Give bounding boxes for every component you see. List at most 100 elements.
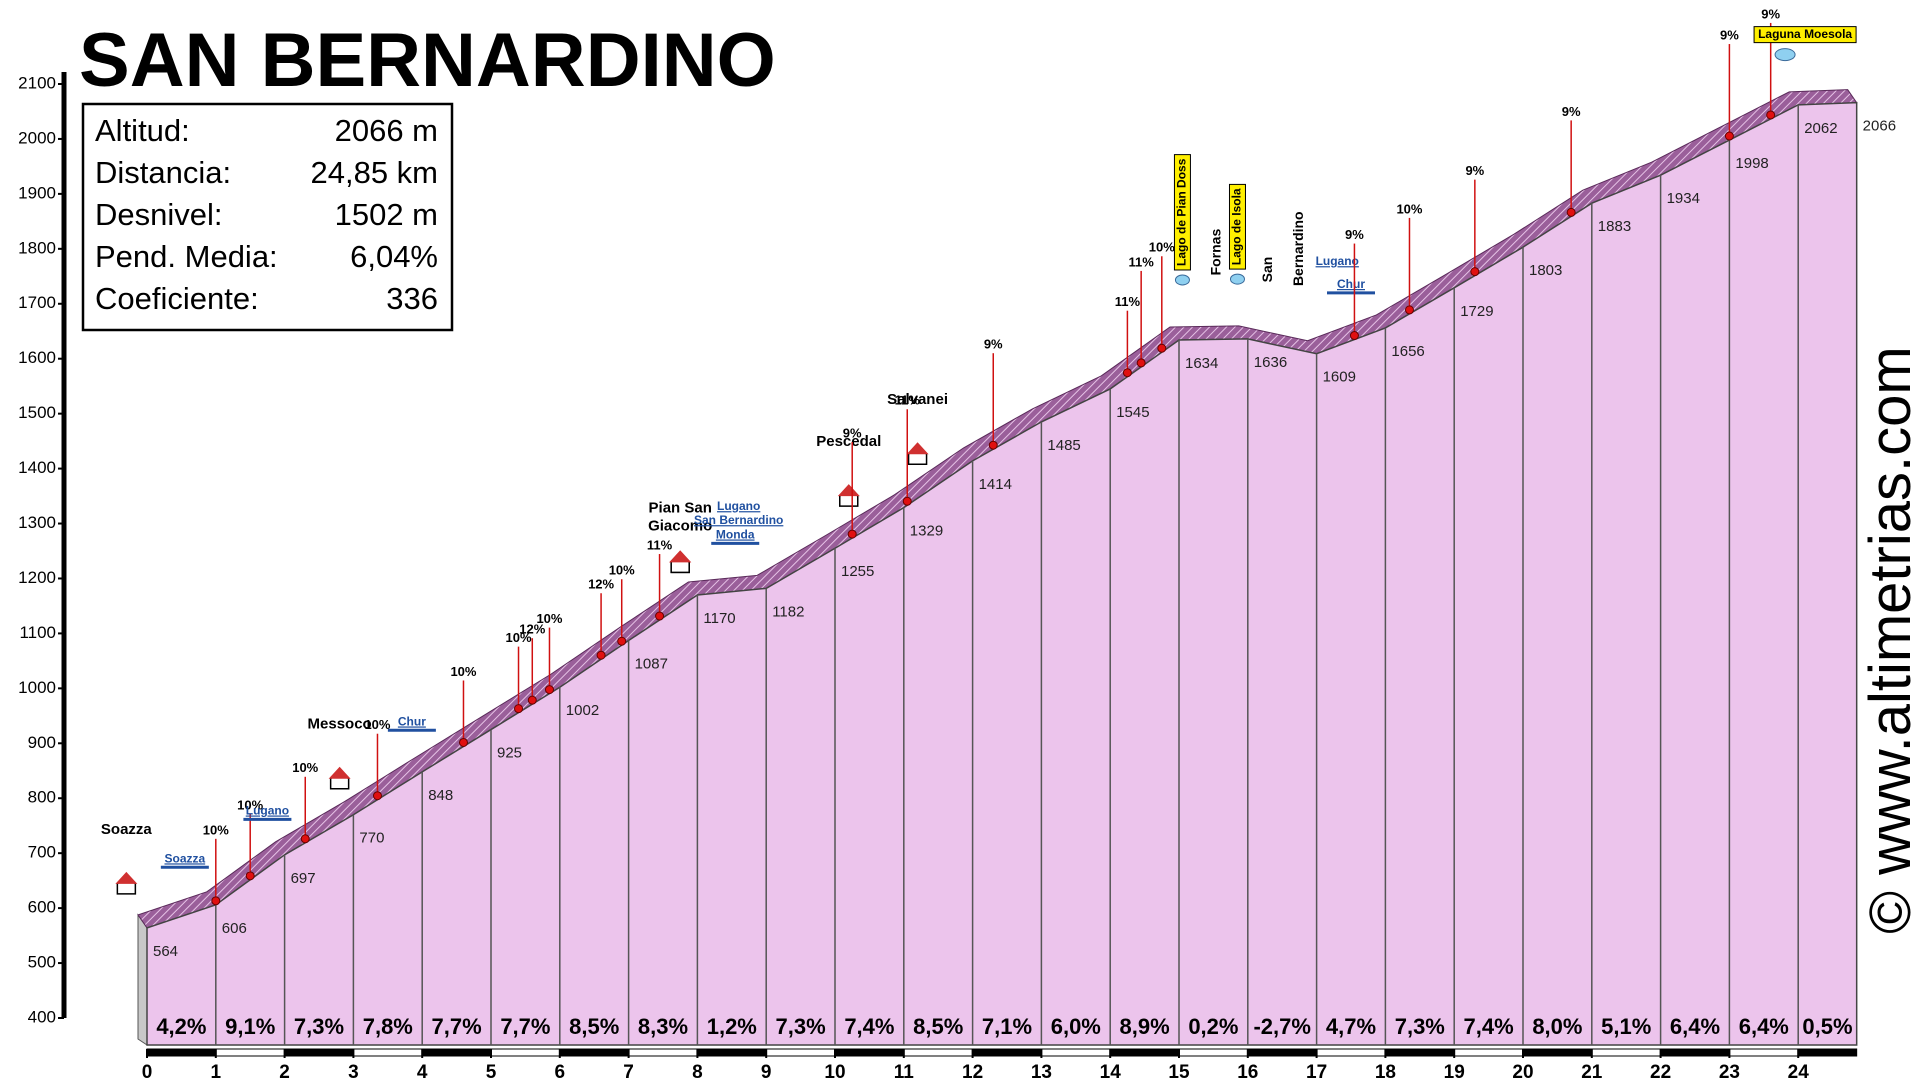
stat-label: Distancia: <box>95 155 231 190</box>
y-tick-label: 400 <box>28 1007 56 1026</box>
y-tick-label: 1800 <box>18 238 56 257</box>
y-tick-label: 1600 <box>18 348 56 367</box>
grade-label: 9% <box>1465 163 1484 178</box>
stat-value: 24,85 km <box>310 155 438 190</box>
gradient-label: 8,9% <box>1120 1014 1170 1039</box>
gradient-label: 4,2% <box>156 1014 206 1039</box>
house-roof <box>837 484 860 497</box>
grade-label: 9% <box>1720 27 1739 42</box>
elevation-label: 1170 <box>703 610 735 627</box>
gradient-label: 1,2% <box>707 1014 757 1039</box>
x-tick-label: 6 <box>555 1062 566 1083</box>
x-tick-label: 10 <box>824 1062 845 1083</box>
gradient-label: 7,4% <box>844 1014 894 1039</box>
gradient-label: 4,7% <box>1326 1014 1376 1039</box>
stat-label: Altitud: <box>95 113 190 148</box>
gradient-label: 7,8% <box>363 1014 413 1039</box>
lake-box <box>1173 154 1191 271</box>
x-ruler-segment <box>1797 1048 1858 1057</box>
house-roof <box>669 550 692 563</box>
y-tick-label: 1400 <box>18 458 56 477</box>
grade-dot <box>596 650 606 660</box>
x-ruler-segment <box>696 1048 767 1057</box>
stat-value: 1502 m <box>335 197 438 232</box>
stat-label: Pend. Media: <box>95 239 278 274</box>
elevation-label: 1087 <box>635 656 668 673</box>
house-roof <box>328 766 351 779</box>
grade-label: 11% <box>647 537 673 552</box>
y-tick-label: 500 <box>28 953 56 972</box>
grade-label: 9% <box>984 337 1003 352</box>
x-tick-label: 13 <box>1031 1062 1052 1083</box>
elevation-label: 1634 <box>1185 355 1218 372</box>
grade-dot <box>902 496 912 506</box>
lake-label: Lago de Isola <box>1230 188 1244 265</box>
copyright: © <box>1858 891 1920 934</box>
grade-label: 12% <box>588 577 614 592</box>
x-tick-label: 2 <box>279 1062 290 1083</box>
elevation-label: 564 <box>153 943 178 960</box>
grade-dot <box>527 695 537 705</box>
x-ruler-segment <box>215 1048 286 1057</box>
gradient-label: 8,5% <box>569 1014 619 1039</box>
x-ruler-segment <box>1247 1048 1318 1057</box>
x-ruler-segment <box>1384 1048 1455 1057</box>
sign-label: Soazza <box>164 851 205 865</box>
x-ruler-segment <box>1522 1048 1593 1057</box>
x-tick-label: 9 <box>761 1062 772 1083</box>
grade-dot <box>300 834 310 844</box>
y-tick-label: 700 <box>28 843 56 862</box>
elevation-label: 697 <box>291 870 316 887</box>
grade-dot <box>1766 110 1776 120</box>
x-ruler-segment <box>559 1048 630 1057</box>
grade-dot <box>372 791 382 801</box>
x-ruler-segment <box>1453 1048 1524 1057</box>
elevation-label: 1729 <box>1460 303 1493 320</box>
elevation-label: 1002 <box>566 702 599 719</box>
grade-label: 9% <box>843 426 862 441</box>
y-tick-label: 2100 <box>18 73 56 92</box>
grade-dot <box>458 737 468 747</box>
x-tick-label: 17 <box>1306 1062 1327 1083</box>
gradient-label: 6,0% <box>1051 1014 1101 1039</box>
elevation-label: 848 <box>428 787 453 804</box>
grade-label: 10% <box>364 717 390 732</box>
x-tick-label: 16 <box>1237 1062 1258 1083</box>
x-tick-label: 20 <box>1512 1062 1533 1083</box>
gradient-label: 8,3% <box>638 1014 688 1039</box>
lake-box <box>1228 183 1246 270</box>
x-tick-label: 3 <box>348 1062 359 1083</box>
y-tick-label: 1700 <box>18 293 56 312</box>
gradient-label: 7,3% <box>294 1014 344 1039</box>
grade-label: 10% <box>1149 240 1175 255</box>
website: www.altimetrias.com <box>1858 346 1920 876</box>
grade-label: 9% <box>1761 6 1780 21</box>
stat-value: 6,04% <box>350 239 438 274</box>
x-ruler-segment <box>972 1048 1042 1057</box>
grade-dot <box>847 529 857 539</box>
stats-box <box>81 102 454 332</box>
lake-icon <box>1174 274 1190 286</box>
x-ruler-segment <box>628 1048 698 1057</box>
grade-dot <box>1136 358 1146 368</box>
watermark: © www.altimetrias.com <box>1858 346 1920 933</box>
x-ruler-segment <box>1728 1048 1799 1057</box>
chart-title: SAN BERNARDINO <box>79 18 776 103</box>
grade-dot <box>211 896 221 906</box>
profile-area <box>146 101 1858 1046</box>
grade-label: 10% <box>609 563 635 578</box>
place-label: Salvanei <box>887 391 948 408</box>
sign-label: Lugano <box>717 499 760 513</box>
sign-label: San Bernardino <box>694 513 783 527</box>
stat-value: 2066 m <box>335 113 438 148</box>
grade-label: 10% <box>237 797 263 812</box>
x-ruler-segment <box>903 1048 974 1057</box>
elevation-label: 1636 <box>1254 354 1287 371</box>
x-tick-label: 11 <box>894 1062 915 1083</box>
elevation-label: 1255 <box>841 563 874 580</box>
y-tick-label: 600 <box>28 898 56 917</box>
x-ruler-segment <box>834 1048 905 1057</box>
x-tick-label: 14 <box>1100 1062 1122 1083</box>
x-tick-label: 1 <box>211 1062 222 1083</box>
